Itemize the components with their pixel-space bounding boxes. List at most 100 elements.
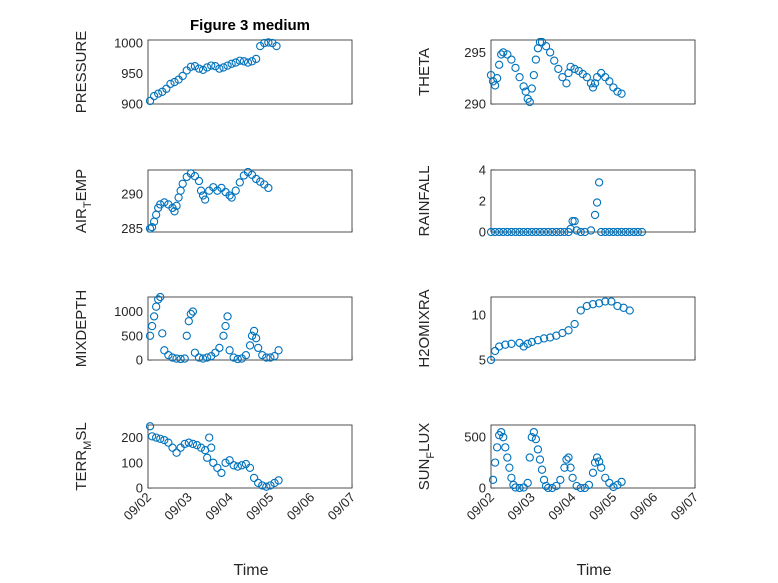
data-point (515, 483, 524, 493)
data-point (215, 343, 224, 353)
y-axis-label-main: H2OMIXRA (416, 289, 433, 367)
data-point (590, 210, 600, 220)
data-point (152, 433, 161, 442)
data-point (594, 299, 604, 308)
y-tick-label: 950 (121, 66, 143, 81)
data-point (172, 354, 181, 363)
y-axis-label-tail: LUX (416, 423, 433, 452)
data-point (154, 295, 163, 304)
data-point (515, 227, 524, 237)
data-point (499, 227, 508, 237)
data-point (556, 475, 565, 485)
data-point (196, 443, 206, 452)
data-point (270, 351, 279, 361)
data-point (525, 97, 534, 107)
data-point (582, 301, 592, 311)
data-point (184, 317, 193, 326)
figure-title: Figure 3 medium (190, 17, 310, 34)
data-point (219, 63, 228, 72)
data-point (503, 227, 512, 237)
data-point (152, 302, 161, 311)
data-point (190, 348, 200, 357)
y-tick-label: 285 (121, 221, 143, 236)
data-point (264, 183, 273, 193)
data-point (247, 57, 257, 66)
y-axis-label-main: AIR (73, 208, 90, 233)
data-point (211, 62, 220, 71)
y-tick-label: 500 (121, 328, 143, 343)
data-point (558, 73, 567, 82)
data-point (213, 186, 222, 195)
data-point (205, 433, 214, 442)
data-point (490, 81, 500, 90)
x-tick-label: 09/05 (243, 490, 277, 524)
data-point (172, 448, 181, 457)
y-tick-label: 0 (479, 481, 486, 496)
data-point (548, 227, 557, 237)
data-point (499, 433, 508, 442)
data-point (249, 326, 259, 336)
y-axis-label-main: RAINFALL (416, 166, 433, 237)
data-point (251, 54, 261, 64)
data-point (586, 79, 596, 88)
data-point (609, 482, 618, 492)
data-point (523, 478, 532, 488)
data-point (605, 77, 614, 86)
x-tick-label: 09/03 (161, 490, 195, 524)
y-tick-label: 4 (479, 163, 486, 178)
data-point (527, 337, 536, 347)
data-point (225, 456, 234, 465)
data-point (186, 169, 195, 178)
data-point (554, 64, 563, 74)
data-point (231, 58, 240, 67)
data-point (164, 351, 173, 360)
data-point (527, 227, 536, 237)
data-point (570, 216, 579, 226)
data-point (213, 463, 222, 472)
data-point (194, 353, 204, 362)
data-point (588, 83, 598, 92)
data-point (546, 48, 555, 57)
x-tick-label: 09/07 (325, 490, 359, 524)
data-point (198, 191, 208, 200)
data-point (203, 453, 212, 462)
data-point (507, 339, 516, 348)
data-point (564, 453, 573, 462)
data-point (235, 56, 244, 65)
y-tick-label: 0 (136, 481, 143, 496)
data-point (576, 306, 585, 315)
x-tick-label: 09/07 (668, 490, 702, 524)
data-point (251, 174, 261, 184)
data-point (254, 478, 263, 488)
data-point (594, 457, 604, 466)
data-point (505, 463, 514, 472)
data-point (490, 346, 500, 356)
data-point (564, 326, 573, 335)
data-point (147, 223, 157, 232)
data-point (186, 62, 195, 71)
data-point (533, 336, 543, 345)
y-axis-label-subscript: M (82, 441, 94, 450)
data-point (145, 331, 155, 340)
data-point (194, 176, 204, 186)
data-point (251, 334, 261, 343)
data-point (235, 178, 244, 187)
data-point (145, 422, 155, 431)
axes-frame (147, 39, 353, 105)
subplot-mixdepth: 0 500 1000 MIXDEPTH (73, 290, 353, 368)
data-point (507, 55, 516, 64)
y-axis-label-main: TERR (73, 450, 90, 491)
subplot-h2o-mixing-ratio: 5 10 H2OMIXRA (416, 289, 696, 368)
data-point (572, 481, 581, 491)
data-point (188, 307, 198, 316)
data-point (570, 319, 579, 329)
data-point (266, 481, 275, 490)
data-point (221, 458, 230, 467)
data-point (225, 346, 234, 355)
data-point (209, 458, 218, 467)
data-point (497, 50, 506, 59)
data-point (570, 64, 579, 74)
data-point (537, 465, 547, 474)
data-point (531, 227, 541, 237)
